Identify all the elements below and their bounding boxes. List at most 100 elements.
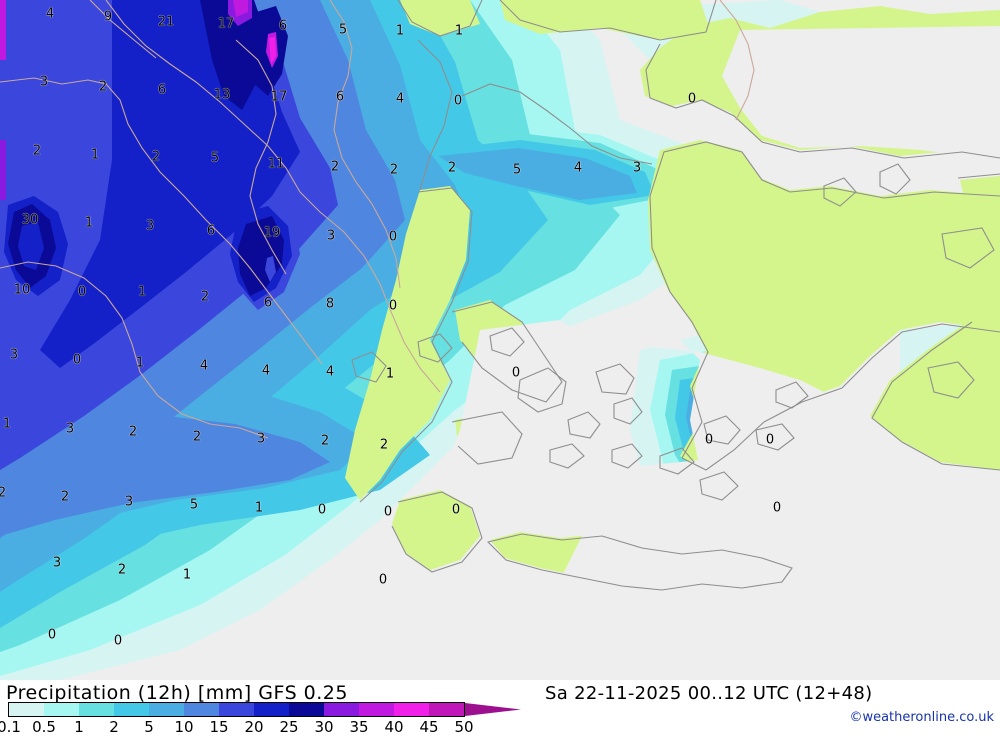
color-scale-swatch [149,703,184,716]
precip-value-label: 6 [278,18,288,34]
precip-value-label: 3 [124,494,134,510]
precip-value-label: 30 [21,212,39,228]
color-scale-tick: 40 [384,718,404,736]
color-scale-tick: 1 [74,718,84,736]
precip-value-label: 2 [200,289,210,305]
precipitation-map[interactable]: 4 9 21 17 6 5 1 1 0 3 2 6 13 17 6 4 0 2 1 2 5 11 2 2 2 5 4 3 30 1 3 6 19… [0,0,1000,680]
color-scale-tick: 25 [279,718,299,736]
precip-value-label: 2 [0,485,7,501]
precip-value-label: 1 [182,567,192,583]
coastlines [351,0,1000,591]
precip-value-label: 4 [573,160,583,176]
precip-value-label: 0 [113,633,123,649]
precip-value-label: 1 [385,366,395,382]
precip-value-label: 3 [52,555,62,571]
color-scale-tick: 30 [314,718,334,736]
precip-value-label: 3 [39,74,49,90]
precip-value-label: 0 [453,93,463,109]
precip-value-label: 17 [270,89,288,105]
precip-value-label: 2 [379,437,389,453]
color-scale-tick: 50 [454,718,474,736]
color-scale-swatch [324,703,359,716]
color-scale-tick: 5 [144,718,154,736]
color-scale-tick: 20 [244,718,264,736]
precip-value-label: 0 [704,432,714,448]
precip-value-label: 0 [47,627,57,643]
precip-value-label: 2 [192,429,202,445]
model-run-timestamp: Sa 22-11-2025 00..12 UTC (12+48) [545,683,873,704]
precip-value-label: 0 [511,365,521,381]
precip-value-label: 6 [263,295,273,311]
precip-value-label: 6 [157,82,167,98]
national-borders [0,0,755,439]
precip-value-label: 5 [512,162,522,178]
precip-value-label: 4 [395,91,405,107]
precip-value-label: 2 [320,433,330,449]
color-scale-tick: 15 [209,718,229,736]
color-scale-swatch [289,703,324,716]
color-scale-swatch [219,703,254,716]
precip-value-label: 2 [117,562,127,578]
precip-value-label: 3 [9,347,19,363]
color-scale-tick: 45 [419,718,439,736]
color-scale-swatch [394,703,429,716]
precip-value-label: 0 [388,298,398,314]
precip-value-label: 2 [128,424,138,440]
precip-value-label: 5 [210,150,220,166]
precip-value-label: 3 [256,431,266,447]
color-scale-tick: 0.1 [0,718,21,736]
precip-value-label: 0 [765,432,775,448]
precip-value-label: 3 [326,228,336,244]
scale-overflow-arrow [465,703,521,716]
precip-value-label: 10 [13,282,31,298]
precip-value-label: 0 [687,91,697,107]
precip-value-label: 3 [632,160,642,176]
precip-value-label: 0 [388,229,398,245]
precip-value-label: 17 [217,16,235,32]
legend-title: Precipitation (12h) [mm] GFS 0.25 [6,682,348,704]
color-scale-swatch [44,703,79,716]
map-footer: Precipitation (12h) [mm] GFS 0.25 Sa 22-… [0,680,1000,736]
copyright-notice: ©weatheronline.co.uk [849,710,994,725]
color-scale-tick: 10 [174,718,194,736]
precip-value-label: 2 [389,162,399,178]
precip-value-label: 2 [447,160,457,176]
precip-value-label: 21 [157,14,175,30]
precip-value-label: 3 [65,421,75,437]
precip-value-label: 0 [77,284,87,300]
precip-value-label: 5 [338,22,348,38]
precip-value-label: 13 [213,87,231,103]
color-scale-tick: 0.5 [32,718,56,736]
precip-value-label: 3 [145,218,155,234]
color-scale-swatch [184,703,219,716]
color-scale[interactable]: 0.1 0.5 1 2 5 10 15 20 25 30 35 40 45 50 [0,702,521,736]
precip-value-label: 4 [199,358,209,374]
precip-value-label: 0 [317,502,327,518]
precip-value-label: 2 [98,79,108,95]
precip-value-label: 6 [335,89,345,105]
precip-value-label: 1 [254,500,264,516]
precip-value-label: 19 [263,225,281,241]
precip-value-label: 1 [135,355,145,371]
color-scale-swatch [359,703,394,716]
precip-value-label: 4 [325,364,335,380]
precip-value-label: 1 [84,215,94,231]
precip-value-label: 1 [454,23,464,39]
precip-value-label: 11 [267,156,285,172]
precip-value-label: 2 [330,159,340,175]
precip-value-label: 6 [206,223,216,239]
precip-value-label: 0 [772,500,782,516]
color-scale-swatch [429,703,464,716]
precip-value-label: 4 [45,6,55,22]
precip-value-label: 1 [2,416,12,432]
color-scale-swatch [79,703,114,716]
color-scale-swatch [114,703,149,716]
precip-value-label: 2 [60,489,70,505]
color-scale-swatches [8,702,465,717]
precip-value-label: 0 [383,504,393,520]
color-scale-tick: 2 [109,718,119,736]
color-scale-tick: 35 [349,718,369,736]
map-canvas [0,0,1000,680]
color-scale-swatch [254,703,289,716]
